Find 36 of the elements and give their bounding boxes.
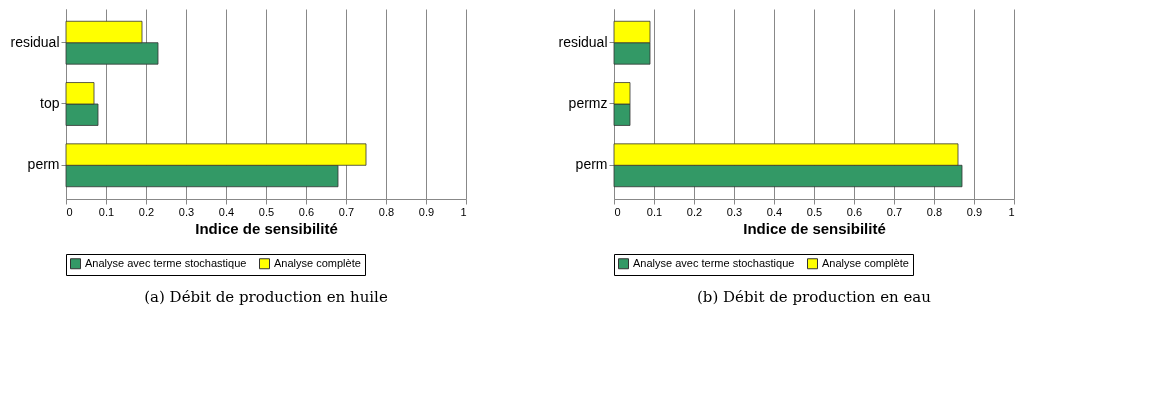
x-tick-label: 1 (1008, 205, 1015, 218)
legend-label: Analyse avec terme stochastique (85, 256, 247, 269)
text: (b) Débit de production en eau (697, 287, 932, 306)
y-tick-label: perm (27, 156, 60, 173)
x-tick-label: 0.6 (298, 205, 315, 218)
x-tick-label: 0.1 (646, 205, 663, 218)
x-tick-label: 0.6 (846, 205, 863, 218)
y-tick-label: residual (558, 33, 608, 50)
y-tick-label: residual (10, 33, 60, 50)
x-tick-label: 0.8 (378, 205, 395, 218)
x-tick-label: 0.1 (98, 205, 115, 218)
x-tick-label: 0.5 (806, 205, 823, 218)
x-tick-label: 0.4 (218, 205, 235, 218)
text: (a) Débit de production en huile (144, 287, 388, 306)
y-tick-label: permz (568, 95, 608, 111)
x-axis-title: Indice de sensibilité (743, 219, 886, 237)
x-tick-label: 0 (66, 205, 73, 218)
x-tick-label: 0.8 (926, 205, 943, 218)
y-tick-label: top (40, 95, 60, 111)
x-tick-label: 0.7 (338, 205, 355, 218)
legend-label: Analyse avec terme stochastique (633, 256, 795, 269)
x-tick-label: 0.2 (686, 205, 703, 218)
x-tick-label: 1 (460, 205, 467, 218)
x-tick-label: 0.9 (418, 205, 435, 218)
x-tick-label: 0.2 (138, 205, 155, 218)
x-tick-label: 0.3 (726, 205, 743, 218)
x-tick-label: 0.3 (178, 205, 195, 218)
x-tick-label: 0 (614, 205, 621, 218)
legend-label: Analyse complète (274, 256, 361, 269)
y-tick-label: perm (575, 156, 608, 173)
x-tick-label: 0.7 (886, 205, 903, 218)
x-tick-label: 0.5 (258, 205, 275, 218)
x-tick-label: 0.4 (766, 205, 783, 218)
legend-label: Analyse complète (822, 256, 909, 269)
x-tick-label: 0.9 (966, 205, 983, 218)
x-axis-title: Indice de sensibilité (195, 219, 338, 237)
